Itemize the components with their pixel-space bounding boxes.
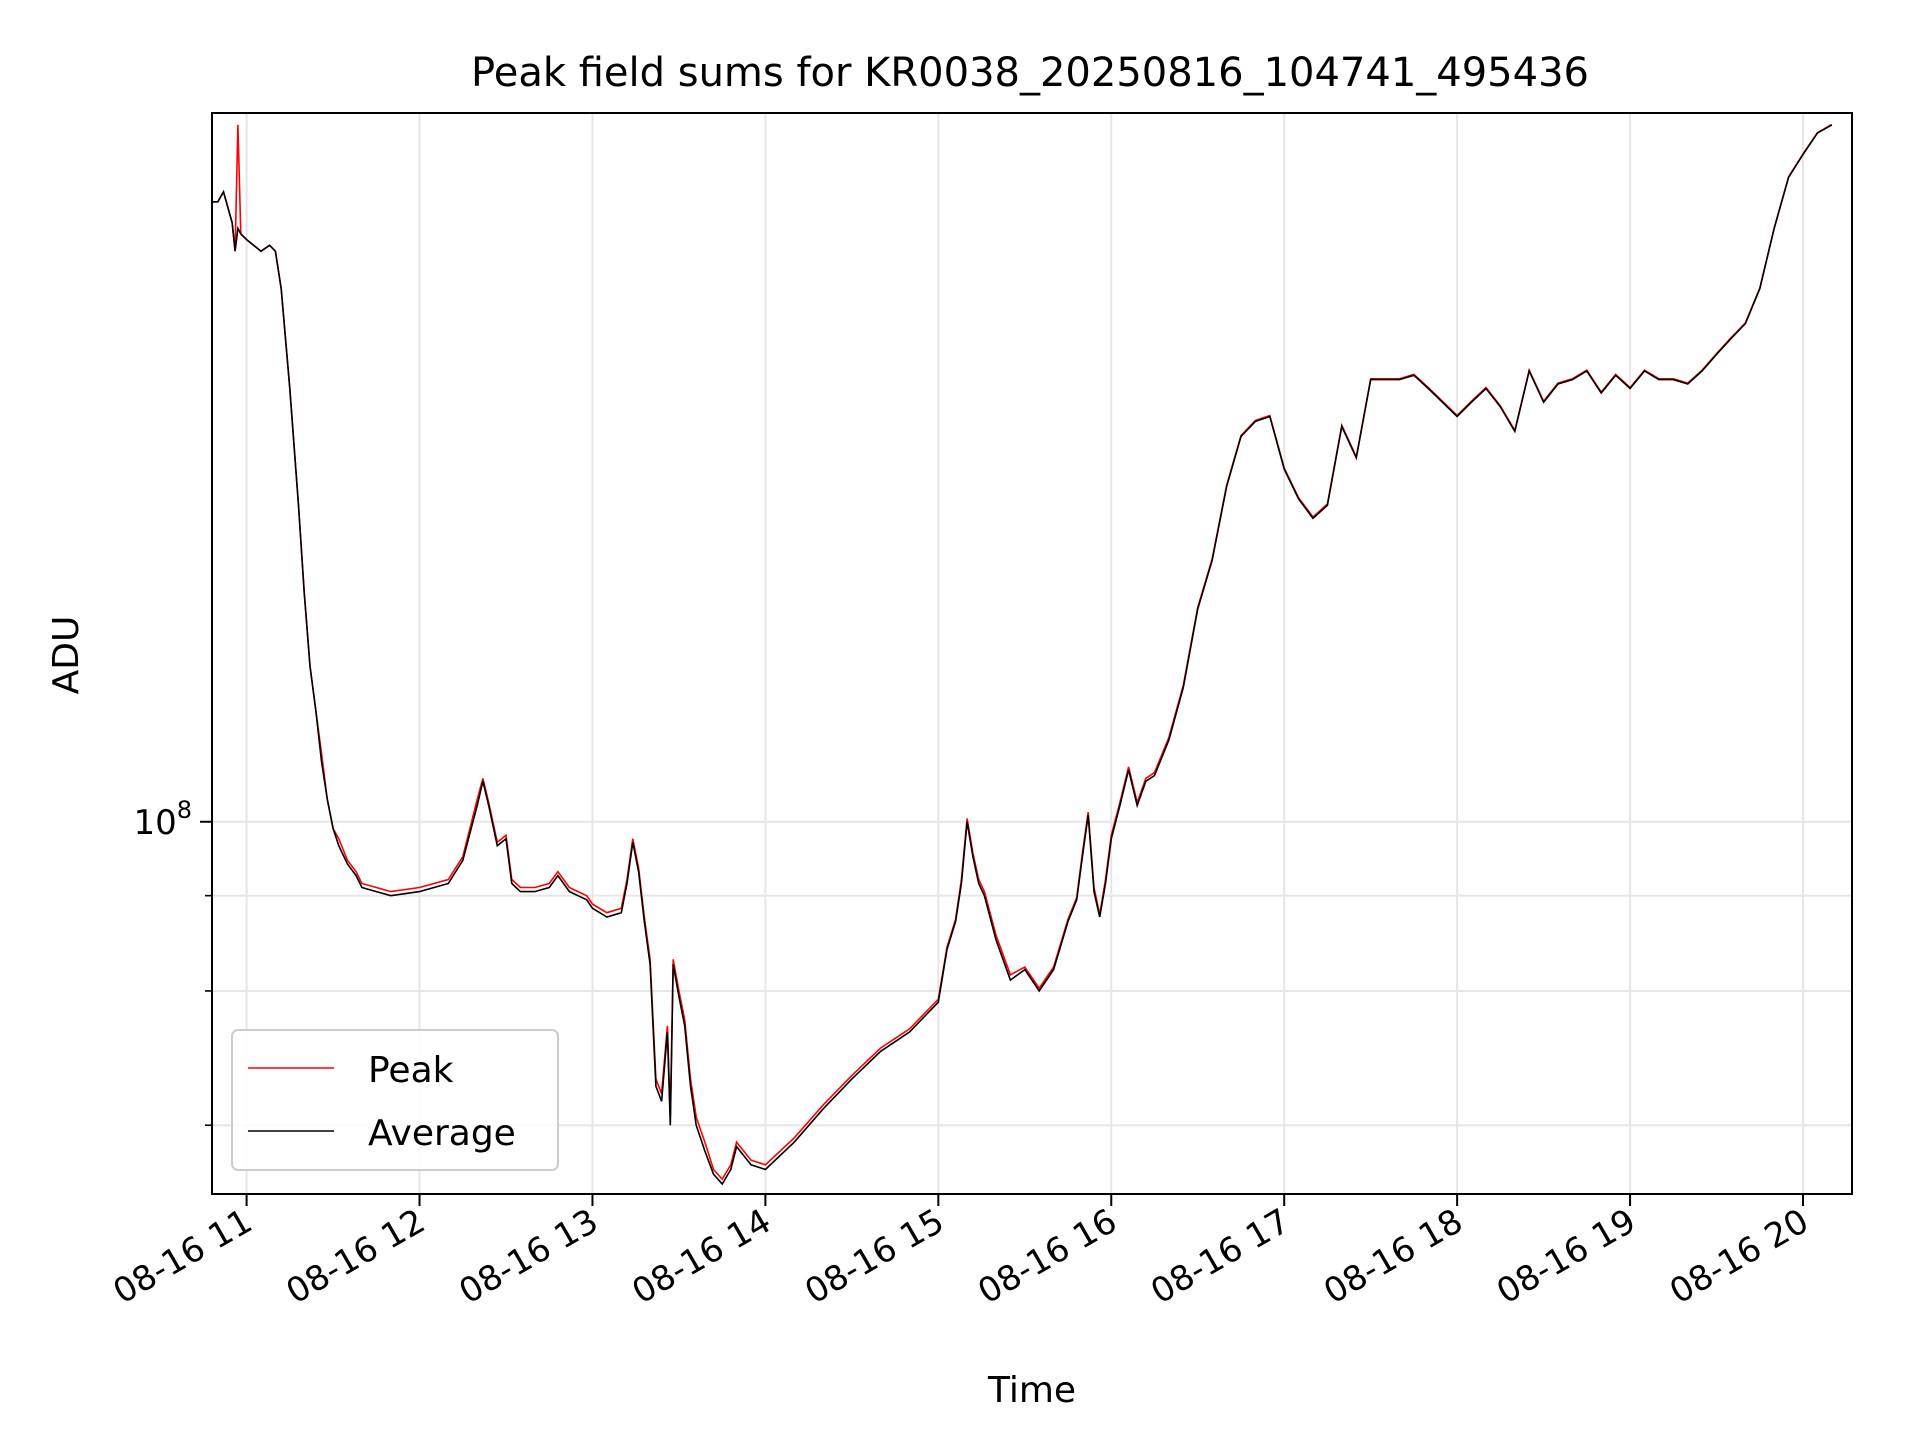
x-axis-label: Time [987,1370,1076,1411]
legend: Peak Average [231,1029,559,1171]
plot-area [212,123,1833,1186]
y-axis-label: ADU [46,616,87,695]
legend-box [231,1029,559,1171]
legend-label-average: Average [368,1113,516,1154]
plot-frame [211,112,1853,1195]
series-average-line [212,124,1833,1186]
gridlines [212,113,1852,1194]
chart-title: Peak field sums for KR0038_20250816_1047… [471,50,1589,96]
legend-label-peak: Peak [368,1050,454,1091]
